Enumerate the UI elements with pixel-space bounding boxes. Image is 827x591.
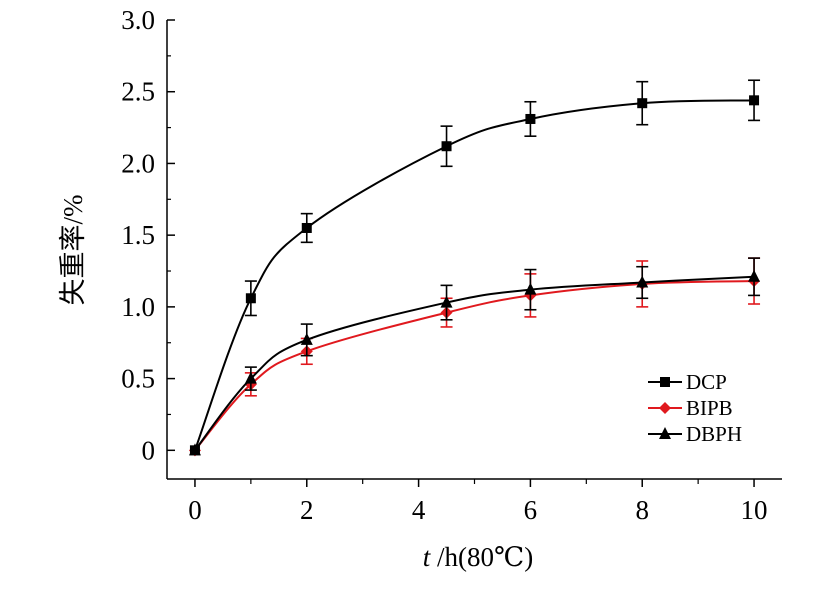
x-tick-label: 8: [635, 495, 649, 525]
data-point: [189, 445, 200, 456]
series-layer: [188, 79, 761, 457]
y-tick-label: 3.0: [121, 5, 155, 35]
x-tick-label: 0: [188, 495, 202, 525]
series-line: [194, 99, 755, 451]
legend-label-dbph: DBPH: [686, 422, 742, 446]
data-point: [441, 141, 452, 152]
series-dcp: [189, 79, 761, 456]
axes: 0 0.5 1.0 1.5 2.0 2.5 3.0 0 2 4 6 8 10: [121, 5, 782, 525]
data-point: [244, 371, 257, 384]
y-axis-title: 失重率/%: [58, 195, 88, 306]
x-tick-label: 10: [741, 495, 768, 525]
data-point: [525, 113, 536, 124]
y-tick-label: 1.0: [121, 292, 155, 322]
data-point: [637, 98, 648, 109]
legend-label-dcp: DCP: [686, 370, 727, 394]
data-point: [748, 269, 761, 282]
legend-label-bipb: BIPB: [686, 396, 733, 420]
x-tick-label: 2: [300, 495, 314, 525]
data-point: [440, 295, 453, 308]
legend-marker-dcp: [660, 377, 670, 387]
series-dbph: [188, 257, 761, 456]
y-tick-label: 0: [142, 435, 156, 465]
data-point: [301, 222, 312, 233]
legend-marker-dbph: [659, 427, 671, 439]
x-axis-title-rest: /h(80℃): [430, 542, 533, 572]
data-point: [300, 332, 313, 345]
data-point: [749, 95, 760, 106]
y-tick-label: 1.5: [121, 220, 155, 250]
y-tick-label: 2.5: [121, 77, 155, 107]
x-tick-label: 6: [524, 495, 538, 525]
data-point: [524, 282, 537, 295]
legend-marker-bipb: [659, 402, 671, 414]
data-point: [245, 293, 256, 304]
series-bipb: [188, 257, 761, 457]
x-axis-title-italic: t: [423, 542, 432, 572]
series-line: [194, 280, 755, 451]
x-tick-label: 4: [412, 495, 426, 525]
y-tick-label: 0.5: [121, 364, 155, 394]
y-tick-label: 2.0: [121, 148, 155, 178]
x-axis-title: t /h(80℃): [423, 542, 533, 572]
data-point: [636, 275, 649, 288]
